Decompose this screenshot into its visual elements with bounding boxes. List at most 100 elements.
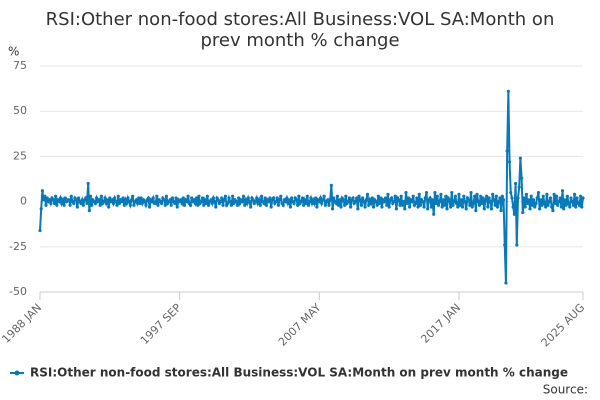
- data-point: [524, 192, 529, 196]
- data-point: [39, 207, 43, 211]
- data-point: [120, 200, 124, 204]
- data-point: [422, 205, 426, 209]
- data-point: [86, 181, 90, 186]
- data-point: [258, 203, 262, 207]
- data-point: [63, 196, 67, 200]
- data-point: [67, 198, 71, 202]
- data-point: [445, 207, 449, 211]
- data-point: [162, 198, 166, 202]
- data-point: [218, 200, 223, 204]
- data-point: [542, 201, 547, 206]
- data-point: [321, 198, 325, 202]
- data-point: [271, 196, 276, 200]
- data-point: [414, 201, 418, 206]
- data-point: [477, 203, 482, 207]
- data-point: [108, 196, 112, 200]
- data-point: [52, 201, 57, 206]
- data-point: [275, 196, 279, 200]
- data-point: [344, 194, 348, 198]
- data-point: [234, 200, 238, 204]
- data-point: [432, 212, 436, 216]
- data-point: [491, 192, 495, 196]
- data-point: [535, 196, 539, 200]
- data-point: [102, 200, 106, 204]
- data-point: [383, 196, 388, 200]
- data-point: [493, 203, 497, 207]
- data-point: [193, 201, 197, 206]
- data-point: [539, 198, 543, 202]
- data-point: [536, 190, 541, 195]
- data-point: [457, 192, 461, 196]
- data-point: [40, 189, 45, 193]
- data-point: [424, 190, 429, 195]
- data-point: [335, 194, 339, 198]
- data-point: [135, 201, 140, 206]
- y-tick-label: -50: [9, 285, 27, 298]
- data-point: [290, 196, 294, 200]
- data-point: [253, 200, 258, 204]
- data-point: [262, 201, 266, 206]
- data-point: [371, 205, 376, 209]
- data-point: [329, 183, 333, 187]
- data-point: [510, 196, 514, 200]
- data-point: [448, 205, 453, 209]
- data-point: [164, 194, 169, 198]
- data-point: [575, 196, 579, 200]
- data-point: [126, 196, 130, 200]
- legend-label: RSI:Other non-food stores:All Business:V…: [30, 366, 568, 380]
- data-point: [554, 194, 559, 198]
- data-point: [470, 205, 474, 209]
- y-unit: %: [8, 45, 19, 59]
- y-tick-label: 50: [13, 104, 27, 117]
- data-point: [199, 200, 203, 204]
- data-point: [49, 201, 53, 206]
- data-point: [406, 196, 411, 200]
- data-point: [458, 203, 462, 207]
- data-point: [244, 198, 248, 202]
- y-tick-label: 0: [20, 195, 27, 208]
- data-point: [151, 196, 155, 200]
- data-point: [433, 190, 437, 195]
- y-tick-label: 25: [13, 149, 27, 162]
- data-point: [186, 194, 190, 198]
- data-point: [483, 198, 488, 202]
- data-point: [507, 160, 512, 164]
- data-point: [487, 196, 491, 200]
- data-point: [214, 205, 218, 209]
- data-point: [334, 201, 338, 206]
- data-point: [146, 196, 150, 200]
- data-point: [132, 203, 136, 207]
- data-point: [404, 190, 408, 195]
- data-point: [103, 196, 107, 200]
- data-point: [438, 200, 442, 204]
- legend-swatch: [14, 370, 20, 376]
- data-point: [204, 201, 208, 206]
- data-point: [482, 207, 486, 211]
- chart-title: RSI:Other non-food stores:All Business:V…: [46, 9, 555, 30]
- data-point: [179, 198, 183, 202]
- data-point: [387, 205, 391, 209]
- data-point: [267, 200, 271, 204]
- data-point: [474, 209, 478, 213]
- data-point: [361, 196, 365, 200]
- data-point: [408, 205, 412, 209]
- data-point: [45, 196, 49, 200]
- data-point: [399, 194, 403, 198]
- data-point: [147, 205, 152, 209]
- source: Source:: [543, 383, 588, 397]
- data-point: [423, 196, 427, 200]
- data-point: [444, 194, 448, 198]
- data-point: [125, 201, 129, 206]
- data-point: [418, 203, 423, 207]
- data-point: [243, 203, 247, 207]
- data-point: [417, 192, 421, 196]
- data-point: [304, 201, 308, 206]
- data-point: [397, 198, 401, 202]
- data-point: [196, 203, 200, 207]
- data-point: [498, 196, 502, 200]
- data-point: [581, 196, 585, 200]
- data-point: [226, 201, 230, 206]
- data-point: [429, 205, 433, 209]
- data-point: [326, 198, 330, 202]
- data-point: [211, 196, 215, 200]
